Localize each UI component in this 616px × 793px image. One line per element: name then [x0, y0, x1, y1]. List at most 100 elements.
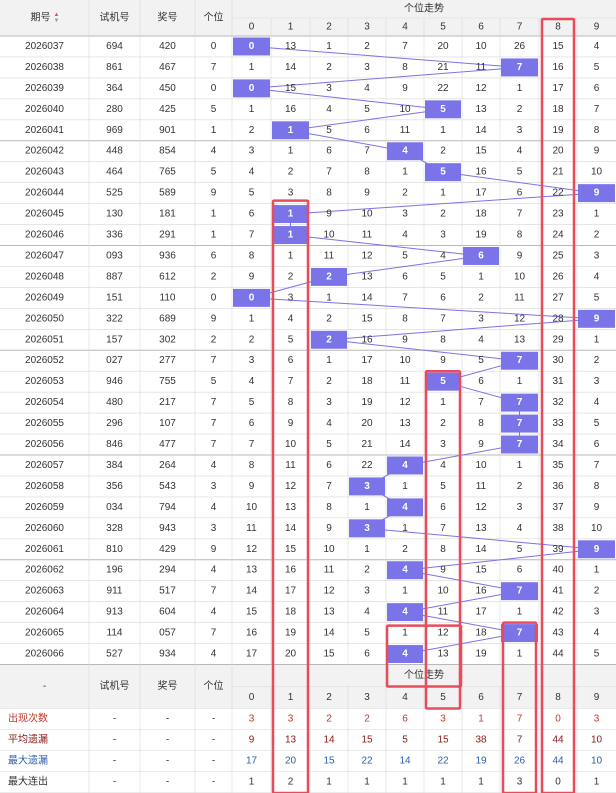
omission-cell: 5 [364, 104, 370, 115]
units-cell: 4 [211, 649, 217, 660]
omission-cell: 9 [594, 502, 600, 513]
omission-cell: 2 [478, 292, 484, 303]
units-cell: 6 [211, 250, 217, 261]
stat-dash: - [166, 714, 169, 725]
period-cell: 2026061 [25, 544, 64, 555]
footer-units: 个位 [204, 679, 224, 692]
footer-digit-4: 4 [402, 692, 408, 703]
hit-ball [233, 288, 270, 307]
omission-cell: 38 [552, 523, 564, 534]
omission-cell: 1 [517, 649, 523, 660]
omission-cell: 10 [285, 439, 297, 450]
omission-cell: 3 [594, 607, 600, 618]
stat-value: 10 [591, 735, 603, 746]
omission-cell: 17 [246, 649, 258, 660]
omission-cell: 5 [249, 397, 255, 408]
hit-digit: 1 [288, 125, 294, 136]
omission-cell: 16 [475, 167, 487, 178]
prize-number-cell: 291 [159, 230, 176, 241]
stat-value: 38 [475, 735, 487, 746]
omission-cell: 18 [552, 104, 564, 115]
hit-digit: 4 [402, 460, 408, 471]
omission-cell: 34 [552, 439, 564, 450]
prize-number-cell: 854 [159, 146, 176, 157]
omission-cell: 13 [323, 607, 335, 618]
omission-cell: 13 [399, 418, 411, 429]
hit-ball [349, 477, 385, 496]
omission-cell: 10 [514, 271, 526, 282]
sort-arrow-down-icon: ▼ [54, 18, 60, 24]
omission-cell: 1 [594, 334, 600, 345]
omission-cell: 16 [285, 565, 297, 576]
omission-cell: 40 [552, 565, 564, 576]
omission-cell: 5 [440, 481, 446, 492]
hit-ball [501, 393, 538, 412]
hit-digit: 3 [364, 523, 370, 534]
omission-cell: 5 [326, 125, 332, 136]
omission-cell: 6 [594, 439, 600, 450]
omission-cell: 1 [517, 376, 523, 387]
units-cell: 7 [211, 355, 217, 366]
stat-value: 17 [246, 756, 258, 767]
stat-value: 20 [285, 756, 297, 767]
stat-dash: - [166, 777, 169, 788]
test-number-cell: 151 [106, 292, 123, 303]
hit-ball [272, 226, 309, 244]
omission-cell: 22 [437, 83, 449, 94]
digit-header-3: 3 [364, 22, 370, 33]
omission-cell: 7 [249, 230, 255, 241]
omission-cell: 26 [514, 41, 526, 52]
omission-cell: 9 [402, 83, 408, 94]
omission-cell: 9 [402, 334, 408, 345]
test-number-cell: 913 [106, 607, 123, 618]
omission-cell: 4 [326, 418, 332, 429]
test-number-cell: 810 [106, 544, 123, 555]
omission-cell: 39 [552, 544, 564, 555]
omission-cell: 12 [437, 628, 449, 639]
test-number-cell: 464 [106, 167, 123, 178]
omission-cell: 11 [285, 460, 296, 471]
omission-cell: 8 [440, 544, 446, 555]
units-cell: 4 [211, 146, 217, 157]
omission-cell: 8 [478, 418, 484, 429]
omission-cell: 11 [438, 607, 449, 618]
omission-cell: 8 [440, 334, 446, 345]
omission-cell: 2 [517, 104, 523, 115]
omission-cell: 11 [362, 230, 373, 241]
omission-cell: 2 [288, 167, 294, 178]
hit-digit: 7 [517, 439, 523, 450]
hit-ball [578, 540, 615, 559]
omission-cell: 14 [246, 586, 258, 597]
omission-cell: 16 [361, 334, 373, 345]
hit-digit: 9 [594, 544, 600, 555]
digit-header-1: 1 [288, 22, 294, 33]
units-cell: 7 [211, 628, 217, 639]
omission-cell: 15 [361, 313, 373, 324]
hit-ball [501, 435, 538, 454]
omission-cell: 10 [437, 586, 449, 597]
stat-value: 1 [364, 777, 370, 788]
hit-ball [463, 247, 499, 265]
period-header[interactable]: 期号 [31, 12, 51, 24]
omission-cell: 7 [594, 104, 600, 115]
omission-cell: 1 [517, 83, 523, 94]
test-number-cell: 527 [106, 649, 123, 660]
omission-cell: 17 [475, 607, 487, 618]
omission-cell: 14 [285, 62, 297, 73]
omission-cell: 2 [440, 209, 446, 220]
stat-label-count: 出现次数 [8, 712, 48, 725]
omission-cell: 8 [594, 125, 600, 136]
omission-cell: 19 [475, 230, 487, 241]
prize-number-cell: 936 [159, 250, 176, 261]
omission-cell: 2 [440, 418, 446, 429]
omission-cell: 41 [552, 586, 564, 597]
omission-cell: 5 [440, 271, 446, 282]
period-cell: 2026050 [25, 313, 64, 324]
period-cell: 2026037 [25, 41, 64, 52]
omission-cell: 12 [399, 397, 411, 408]
omission-cell: 10 [399, 355, 411, 366]
stat-dash: - [212, 777, 215, 788]
hit-digit: 3 [364, 481, 370, 492]
units-cell: 7 [211, 62, 217, 73]
omission-cell: 1 [326, 292, 332, 303]
